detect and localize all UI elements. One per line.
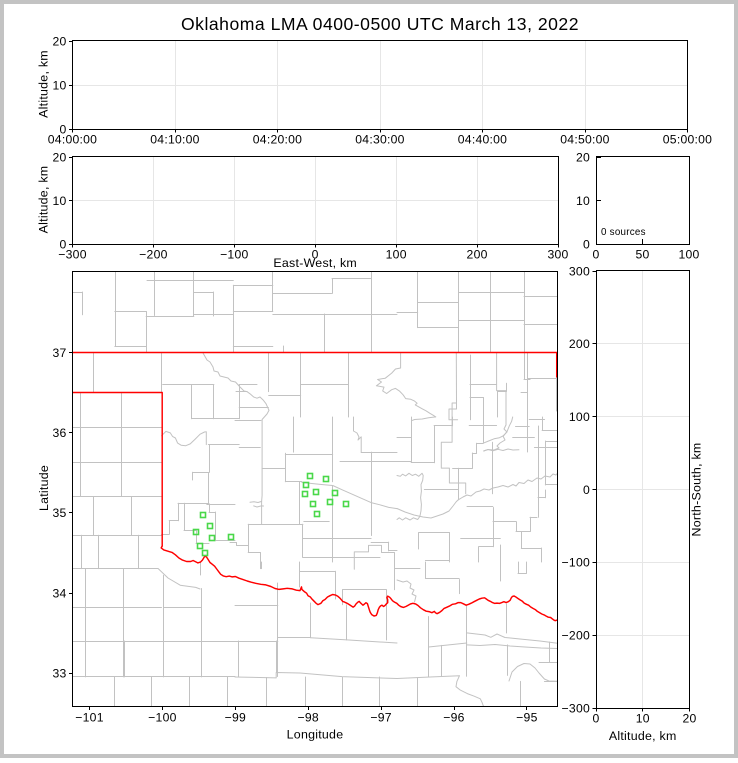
- svg-text:−98: −98: [297, 711, 318, 725]
- svg-text:100: 100: [569, 410, 590, 424]
- svg-text:100: 100: [386, 248, 407, 262]
- svg-text:100: 100: [678, 248, 699, 262]
- svg-text:05:00:00: 05:00:00: [663, 133, 712, 147]
- svg-text:North-South, km: North-South, km: [690, 443, 704, 537]
- svg-text:37: 37: [52, 346, 66, 360]
- svg-text:Altitude, km: Altitude, km: [36, 166, 50, 234]
- svg-text:36: 36: [52, 426, 66, 440]
- svg-text:−97: −97: [370, 711, 391, 725]
- svg-text:04:10:00: 04:10:00: [150, 133, 199, 147]
- svg-text:Oklahoma LMA 0400-0500 UTC Mar: Oklahoma LMA 0400-0500 UTC March 13, 202…: [181, 14, 579, 34]
- svg-text:04:50:00: 04:50:00: [560, 133, 609, 147]
- svg-text:−200: −200: [562, 629, 590, 643]
- svg-text:Altitude, km: Altitude, km: [609, 729, 677, 743]
- svg-text:0: 0: [592, 248, 599, 262]
- svg-text:300: 300: [569, 264, 590, 278]
- svg-text:Latitude: Latitude: [37, 465, 51, 511]
- svg-text:10: 10: [576, 194, 590, 208]
- svg-text:33: 33: [52, 667, 66, 681]
- svg-text:35: 35: [52, 506, 66, 520]
- svg-text:50: 50: [635, 248, 649, 262]
- svg-text:34: 34: [52, 586, 66, 600]
- svg-text:0: 0: [312, 248, 319, 262]
- svg-text:Altitude, km: Altitude, km: [36, 50, 50, 118]
- svg-text:−100: −100: [148, 711, 176, 725]
- svg-text:200: 200: [569, 337, 590, 351]
- svg-text:0: 0: [583, 237, 590, 251]
- svg-text:20: 20: [52, 34, 66, 48]
- svg-text:0: 0: [59, 122, 66, 136]
- svg-text:04:40:00: 04:40:00: [458, 133, 507, 147]
- svg-text:−300: −300: [562, 701, 590, 715]
- svg-text:−101: −101: [75, 711, 103, 725]
- svg-text:20: 20: [52, 150, 66, 164]
- svg-text:−96: −96: [443, 711, 464, 725]
- svg-text:−100: −100: [562, 556, 590, 570]
- svg-text:10: 10: [52, 194, 66, 208]
- svg-text:−95: −95: [516, 711, 537, 725]
- svg-text:04:30:00: 04:30:00: [355, 133, 404, 147]
- svg-text:East-West, km: East-West, km: [273, 256, 357, 270]
- svg-text:10: 10: [636, 712, 650, 726]
- svg-text:20: 20: [682, 712, 696, 726]
- svg-text:0: 0: [592, 712, 599, 726]
- svg-text:−200: −200: [139, 248, 167, 262]
- svg-text:0: 0: [59, 237, 66, 251]
- svg-text:−100: −100: [220, 248, 248, 262]
- svg-text:300: 300: [547, 248, 568, 262]
- svg-text:200: 200: [467, 248, 488, 262]
- svg-text:Longitude: Longitude: [287, 728, 344, 742]
- svg-text:0: 0: [583, 483, 590, 497]
- svg-text:10: 10: [52, 78, 66, 92]
- svg-text:04:20:00: 04:20:00: [253, 133, 302, 147]
- svg-text:−99: −99: [225, 711, 246, 725]
- svg-text:20: 20: [576, 150, 590, 164]
- svg-text:−300: −300: [58, 248, 86, 262]
- svg-text:0 sources: 0 sources: [601, 227, 646, 238]
- svg-text:04:00:00: 04:00:00: [48, 133, 97, 147]
